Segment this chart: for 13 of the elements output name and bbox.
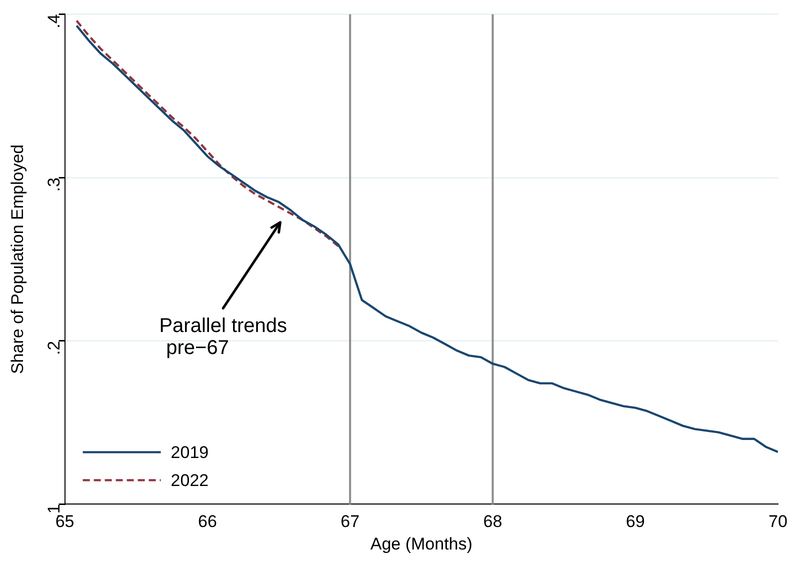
y-tick-label: .4 — [44, 14, 64, 28]
legend-label: 2022 — [170, 470, 209, 490]
annotation: Parallel trends pre−67 — [159, 315, 288, 360]
x-tick-label: 67 — [340, 512, 360, 532]
x-tick-label: 68 — [483, 512, 502, 532]
x-axis-title: Age (Months) — [370, 534, 472, 554]
x-tick-label: 70 — [768, 512, 788, 532]
x-tick-label: 66 — [198, 512, 217, 532]
y-axis-title: Share of Population Employed — [8, 144, 27, 374]
y-tick-label: .3 — [44, 178, 64, 192]
y-tick-label: .2 — [44, 340, 64, 356]
x-tick-label: 69 — [626, 512, 645, 532]
legend-label: 2019 — [170, 442, 209, 462]
